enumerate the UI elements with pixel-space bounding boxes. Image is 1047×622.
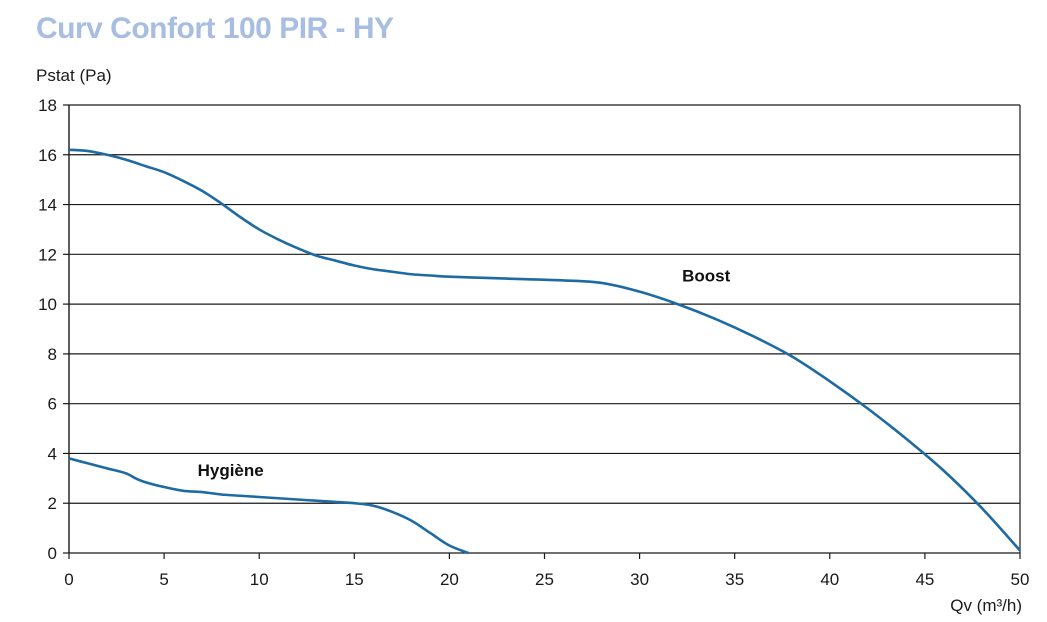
y-tick-label: 18	[38, 96, 57, 115]
x-tick-label: 20	[440, 570, 459, 589]
x-tick-label: 5	[159, 570, 168, 589]
series-line-boost	[68, 148, 1021, 552]
y-tick-label: 16	[38, 146, 57, 165]
chart-title: Curv Confort 100 PIR - HY	[36, 12, 394, 45]
annotation-label: Boost	[682, 267, 731, 286]
x-tick-label: 40	[820, 570, 839, 589]
y-axis-label: Pstat (Pa)	[36, 66, 112, 85]
y-tick-label: 0	[48, 544, 57, 563]
x-tick-label: 35	[725, 570, 744, 589]
y-tick-label: 4	[48, 444, 57, 463]
x-tick-label: 50	[1011, 570, 1030, 589]
y-tick-label: 14	[38, 196, 57, 215]
series-lines	[68, 148, 1021, 555]
y-tick-label: 2	[48, 494, 57, 513]
x-axis-label: Qv (m³/h)	[950, 596, 1022, 615]
x-tick-label: 45	[915, 570, 934, 589]
grid-lines	[68, 104, 1021, 554]
x-tick-label: 0	[64, 570, 73, 589]
series-annotations: Boost Hygiène	[198, 267, 731, 480]
x-tick-label: 10	[250, 570, 269, 589]
x-tick-label: 25	[535, 570, 554, 589]
x-tick-label: 30	[630, 570, 649, 589]
y-tick-label: 6	[48, 395, 57, 414]
y-tick-label: 8	[48, 345, 57, 364]
y-tick-label: 12	[38, 245, 57, 264]
annotation-label: Hygiène	[198, 461, 264, 480]
x-tick-label: 15	[345, 570, 364, 589]
y-tick-label: 10	[38, 295, 57, 314]
axis-ticks: 0 2 4 6 8 10 12 14 16 18 0 5 10 15 20 25 30 35 40 45 50	[38, 96, 1029, 589]
series-line-hygiene	[68, 457, 469, 555]
